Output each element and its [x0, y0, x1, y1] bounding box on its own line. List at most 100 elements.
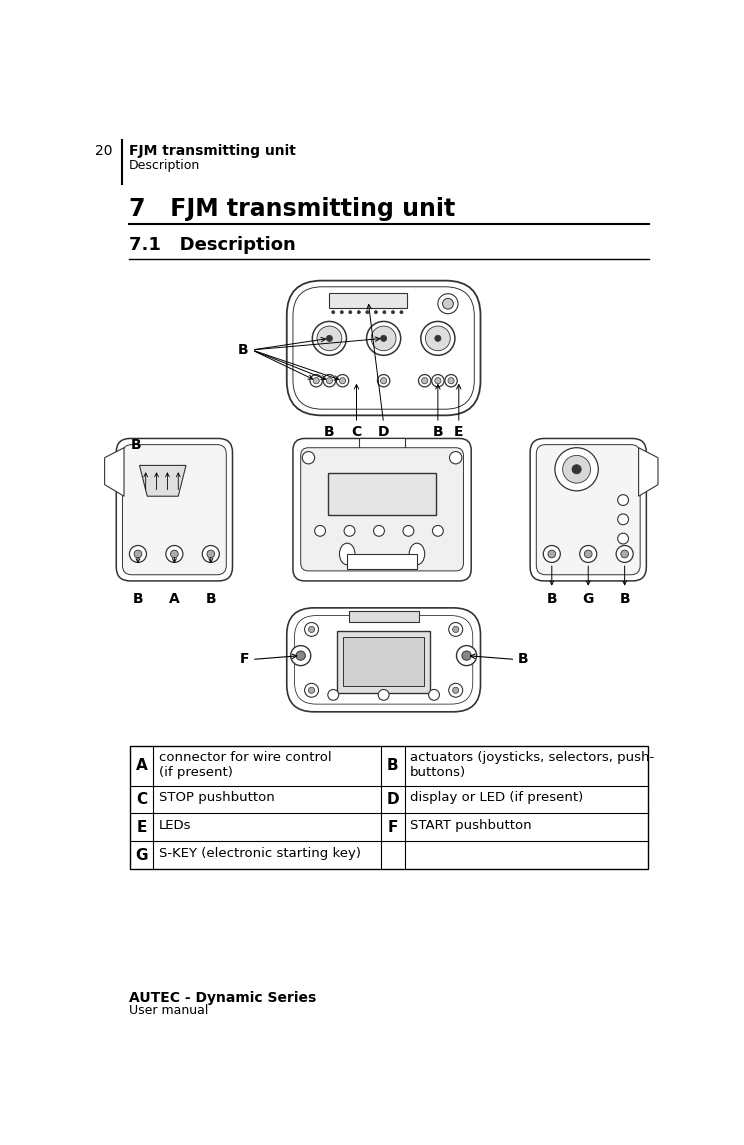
Circle shape	[445, 374, 458, 387]
Ellipse shape	[339, 543, 355, 564]
Circle shape	[349, 310, 352, 314]
Text: B: B	[518, 653, 528, 666]
Circle shape	[434, 378, 441, 384]
Text: B: B	[130, 439, 141, 452]
Circle shape	[555, 448, 598, 491]
Circle shape	[302, 451, 315, 464]
Text: FJM transmitting unit: FJM transmitting unit	[129, 143, 295, 158]
Bar	[349, 611, 419, 622]
Text: B: B	[387, 758, 399, 773]
Text: A: A	[136, 758, 148, 773]
Text: F: F	[240, 653, 249, 666]
Bar	[330, 293, 407, 308]
Circle shape	[400, 310, 403, 314]
Circle shape	[378, 689, 389, 701]
Polygon shape	[140, 465, 186, 496]
Bar	[337, 631, 430, 693]
Text: C: C	[136, 792, 147, 807]
FancyBboxPatch shape	[293, 439, 471, 581]
FancyBboxPatch shape	[123, 444, 226, 575]
Circle shape	[327, 335, 333, 341]
Circle shape	[170, 550, 179, 558]
Circle shape	[309, 626, 315, 632]
Text: User manual: User manual	[129, 1004, 208, 1017]
Circle shape	[391, 310, 394, 314]
Circle shape	[129, 545, 147, 562]
FancyBboxPatch shape	[293, 286, 475, 409]
Circle shape	[366, 310, 369, 314]
Circle shape	[443, 299, 453, 309]
Circle shape	[584, 550, 592, 558]
Circle shape	[134, 550, 142, 558]
Text: 7   FJM transmitting unit: 7 FJM transmitting unit	[129, 197, 455, 221]
Circle shape	[618, 495, 629, 505]
Circle shape	[618, 534, 629, 544]
FancyBboxPatch shape	[530, 439, 647, 581]
Circle shape	[380, 335, 387, 341]
Circle shape	[620, 550, 629, 558]
Circle shape	[313, 378, 319, 384]
Circle shape	[327, 378, 333, 384]
Text: 7.1   Description: 7.1 Description	[129, 236, 295, 254]
Circle shape	[202, 545, 219, 562]
Circle shape	[383, 310, 386, 314]
FancyBboxPatch shape	[286, 281, 481, 416]
Circle shape	[434, 335, 441, 341]
Circle shape	[373, 526, 385, 536]
Text: B: B	[324, 425, 335, 439]
Circle shape	[432, 374, 444, 387]
Circle shape	[422, 378, 428, 384]
Text: Description: Description	[129, 159, 200, 172]
Circle shape	[310, 374, 322, 387]
Circle shape	[448, 378, 454, 384]
Text: B: B	[237, 342, 248, 357]
Circle shape	[449, 451, 462, 464]
Text: display or LED (if present): display or LED (if present)	[410, 791, 583, 804]
Text: C: C	[351, 425, 362, 439]
Circle shape	[377, 374, 390, 387]
Circle shape	[616, 545, 633, 562]
Circle shape	[344, 526, 355, 536]
Text: G: G	[583, 592, 594, 606]
Ellipse shape	[409, 543, 425, 564]
Text: STOP pushbutton: STOP pushbutton	[159, 791, 275, 804]
Text: B: B	[205, 592, 216, 606]
Circle shape	[166, 545, 183, 562]
Bar	[343, 637, 424, 686]
Circle shape	[543, 545, 560, 562]
Text: B: B	[432, 425, 443, 439]
Circle shape	[339, 378, 346, 384]
Circle shape	[548, 550, 556, 558]
Circle shape	[371, 326, 396, 350]
Circle shape	[449, 623, 463, 637]
Circle shape	[462, 652, 471, 661]
Circle shape	[452, 687, 459, 694]
Text: actuators (joysticks, selectors, push-
buttons): actuators (joysticks, selectors, push- b…	[410, 751, 654, 779]
Circle shape	[309, 687, 315, 694]
Text: B: B	[619, 592, 630, 606]
Circle shape	[323, 374, 336, 387]
Circle shape	[291, 646, 311, 665]
Text: E: E	[454, 425, 464, 439]
Circle shape	[328, 689, 339, 701]
Circle shape	[452, 626, 459, 632]
Bar	[359, 439, 405, 450]
Circle shape	[421, 322, 455, 355]
Text: A: A	[169, 592, 180, 606]
FancyBboxPatch shape	[301, 448, 464, 571]
Circle shape	[426, 326, 450, 350]
Circle shape	[332, 310, 335, 314]
Circle shape	[580, 545, 597, 562]
Circle shape	[618, 514, 629, 524]
FancyBboxPatch shape	[295, 616, 472, 704]
Circle shape	[317, 326, 341, 350]
Circle shape	[315, 526, 326, 536]
Polygon shape	[638, 448, 658, 496]
Circle shape	[438, 294, 458, 314]
Circle shape	[374, 310, 377, 314]
Text: G: G	[135, 847, 148, 862]
Circle shape	[304, 684, 318, 697]
Text: 20: 20	[95, 143, 112, 158]
Circle shape	[312, 322, 347, 355]
Circle shape	[336, 374, 349, 387]
